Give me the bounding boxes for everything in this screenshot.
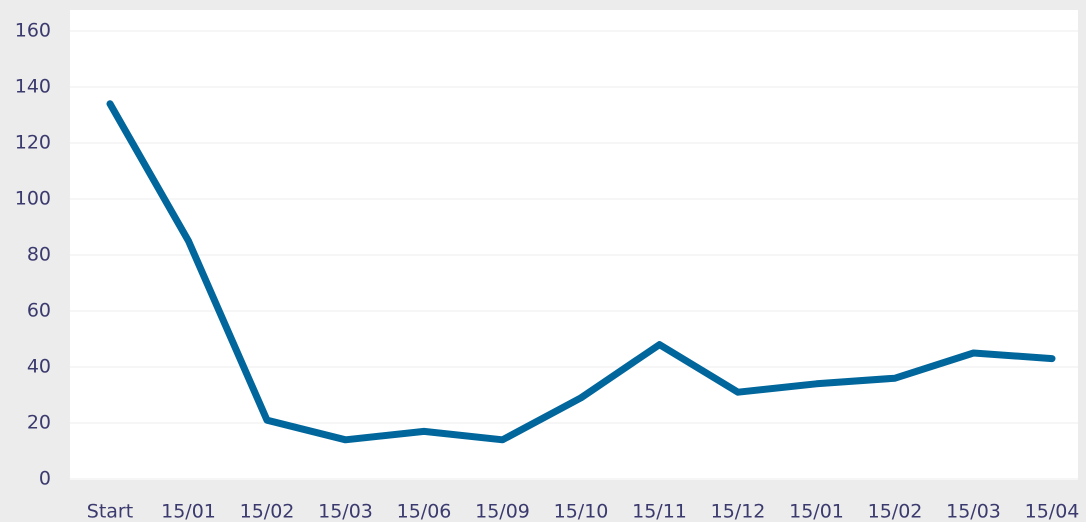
data-line [106,100,1056,444]
x-tick-label: 15/04 [1025,501,1080,522]
plot-area [70,10,1078,480]
y-tick-label: 80 [27,244,51,266]
x-tick-label: 15/12 [711,501,766,522]
y-tick-label: 100 [15,188,51,210]
x-tick-label: 15/03 [318,501,373,522]
y-tick-label: 120 [15,132,51,154]
x-tick-label: 15/02 [868,501,923,522]
x-tick-label: 15/01 [789,501,844,522]
y-tick-label: 40 [27,356,51,378]
y-tick-label: 0 [39,468,51,490]
x-tick-label: 15/11 [632,501,687,522]
y-tick-label: 160 [15,20,51,42]
x-tick-label: 15/10 [554,501,609,522]
x-tick-label: 15/09 [475,501,530,522]
x-tick-label: 15/01 [161,501,216,522]
x-tick-label: Start [87,501,133,522]
x-tick-label: 15/02 [240,501,295,522]
x-tick-label: 15/06 [397,501,452,522]
x-tick-label: 15/03 [946,501,1001,522]
y-tick-label: 140 [15,76,51,98]
y-tick-label: 20 [27,412,51,434]
y-tick-label: 60 [27,300,51,322]
